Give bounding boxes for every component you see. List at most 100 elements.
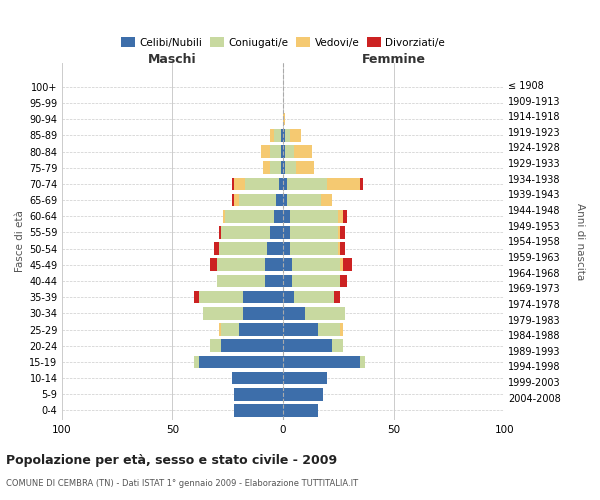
Bar bbox=[221, 323, 239, 336]
Bar bbox=[239, 194, 277, 206]
Bar bbox=[269, 162, 281, 174]
Bar bbox=[283, 340, 332, 352]
Bar bbox=[199, 356, 283, 368]
Bar bbox=[283, 388, 323, 400]
Text: Maschi: Maschi bbox=[148, 53, 197, 66]
Bar bbox=[334, 291, 340, 304]
Bar bbox=[361, 178, 362, 190]
Bar bbox=[274, 129, 281, 141]
Bar bbox=[219, 242, 268, 255]
Bar bbox=[285, 162, 296, 174]
Bar bbox=[243, 291, 283, 304]
Bar bbox=[283, 162, 285, 174]
Bar bbox=[290, 242, 338, 255]
Bar bbox=[283, 210, 290, 222]
Bar bbox=[199, 291, 243, 304]
Bar bbox=[234, 404, 283, 416]
Bar bbox=[283, 258, 292, 271]
Bar bbox=[194, 291, 199, 304]
Bar bbox=[219, 226, 221, 238]
Bar bbox=[263, 162, 269, 174]
Bar bbox=[340, 274, 347, 287]
Bar bbox=[219, 323, 221, 336]
Bar bbox=[243, 307, 283, 320]
Bar bbox=[278, 178, 283, 190]
Bar bbox=[332, 340, 343, 352]
Bar bbox=[261, 145, 269, 158]
Bar bbox=[287, 194, 320, 206]
Text: Popolazione per età, sesso e stato civile - 2009: Popolazione per età, sesso e stato civil… bbox=[6, 454, 337, 467]
Bar bbox=[203, 307, 243, 320]
Bar bbox=[283, 307, 305, 320]
Bar bbox=[340, 258, 343, 271]
Bar bbox=[234, 388, 283, 400]
Bar bbox=[285, 129, 290, 141]
Bar bbox=[283, 194, 287, 206]
Bar bbox=[283, 242, 290, 255]
Bar bbox=[320, 194, 332, 206]
Bar bbox=[285, 145, 294, 158]
Bar bbox=[327, 178, 361, 190]
Bar bbox=[223, 210, 226, 222]
Legend: Celibi/Nubili, Coniugati/e, Vedovi/e, Divorziati/e: Celibi/Nubili, Coniugati/e, Vedovi/e, Di… bbox=[121, 38, 445, 48]
Bar bbox=[283, 226, 290, 238]
Bar bbox=[274, 210, 283, 222]
Bar bbox=[268, 242, 283, 255]
Bar bbox=[319, 323, 340, 336]
Bar bbox=[281, 145, 283, 158]
Bar bbox=[340, 226, 345, 238]
Bar bbox=[210, 340, 221, 352]
Text: COMUNE DI CEMBRA (TN) - Dati ISTAT 1° gennaio 2009 - Elaborazione TUTTITALIA.IT: COMUNE DI CEMBRA (TN) - Dati ISTAT 1° ge… bbox=[6, 479, 358, 488]
Bar bbox=[292, 258, 340, 271]
Bar bbox=[283, 323, 319, 336]
Bar bbox=[283, 404, 319, 416]
Bar bbox=[245, 178, 278, 190]
Bar bbox=[269, 145, 281, 158]
Bar bbox=[265, 274, 283, 287]
Bar bbox=[239, 323, 283, 336]
Bar bbox=[281, 129, 283, 141]
Bar bbox=[226, 210, 274, 222]
Bar bbox=[290, 129, 301, 141]
Bar bbox=[294, 145, 312, 158]
Bar bbox=[265, 258, 283, 271]
Bar bbox=[217, 258, 265, 271]
Bar bbox=[283, 372, 327, 384]
Bar bbox=[294, 291, 334, 304]
Bar bbox=[210, 258, 217, 271]
Bar bbox=[283, 113, 285, 126]
Bar bbox=[340, 242, 345, 255]
Bar bbox=[221, 226, 269, 238]
Bar bbox=[234, 178, 245, 190]
Bar bbox=[281, 162, 283, 174]
Bar bbox=[287, 178, 327, 190]
Bar bbox=[221, 340, 283, 352]
Bar bbox=[283, 129, 285, 141]
Bar bbox=[283, 356, 361, 368]
Bar bbox=[290, 226, 338, 238]
Bar bbox=[214, 242, 219, 255]
Bar bbox=[232, 178, 234, 190]
Bar bbox=[292, 274, 340, 287]
Bar bbox=[283, 145, 285, 158]
Bar bbox=[340, 323, 343, 336]
Bar bbox=[269, 226, 283, 238]
Bar bbox=[283, 291, 294, 304]
Bar bbox=[296, 162, 314, 174]
Bar bbox=[338, 242, 340, 255]
Bar bbox=[232, 194, 234, 206]
Bar bbox=[305, 307, 345, 320]
Bar bbox=[343, 210, 347, 222]
Y-axis label: Fasce di età: Fasce di età bbox=[15, 210, 25, 272]
Bar bbox=[283, 274, 292, 287]
Bar bbox=[194, 356, 199, 368]
Bar bbox=[232, 372, 283, 384]
Text: Femmine: Femmine bbox=[362, 53, 425, 66]
Bar bbox=[283, 178, 287, 190]
Bar bbox=[361, 356, 365, 368]
Bar bbox=[217, 274, 265, 287]
Bar bbox=[269, 129, 274, 141]
Bar bbox=[338, 210, 343, 222]
Bar bbox=[234, 194, 239, 206]
Bar bbox=[290, 210, 338, 222]
